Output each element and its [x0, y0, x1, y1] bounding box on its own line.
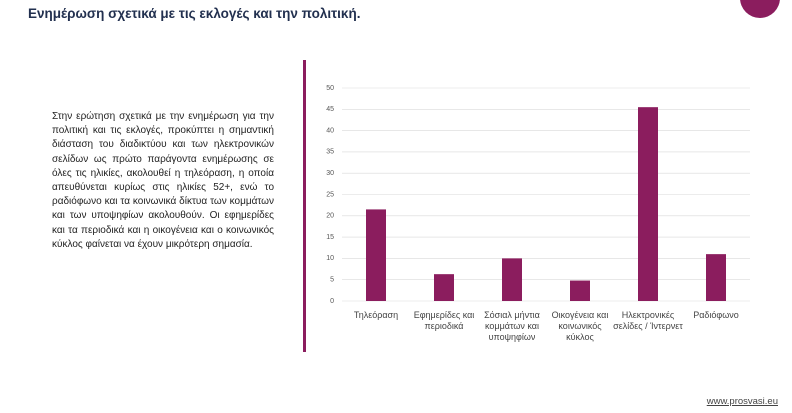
y-tick-label: 20 — [326, 213, 334, 220]
y-tick-label: 50 — [326, 85, 334, 92]
y-tick-label: 0 — [330, 298, 334, 305]
y-tick-label: 40 — [326, 127, 334, 134]
x-tick-label: Ηλεκτρονικές σελίδες / Ίντερνετ — [613, 310, 683, 331]
y-tick-label: 45 — [326, 106, 334, 113]
x-tick-label: Τηλεόραση — [353, 310, 399, 320]
paragraph: Στην ερώτηση σχετικά με την ενημέρωση γι… — [52, 111, 274, 250]
y-tick-label: 15 — [326, 234, 334, 241]
bar — [638, 107, 658, 301]
bar — [366, 209, 386, 301]
x-tick-label: Ραδιόφωνο — [693, 310, 739, 320]
y-tick-label: 5 — [330, 277, 334, 284]
y-tick-label: 35 — [326, 149, 334, 156]
x-tick-label: Οικογένεια και κοινωνικός κύκλος — [551, 310, 609, 342]
divider — [303, 60, 306, 352]
footer-link[interactable]: www.prosvasi.eu — [706, 396, 778, 407]
x-tick-label: Εφημερίδες και περιοδικά — [413, 310, 475, 331]
y-tick-label: 25 — [326, 191, 334, 198]
slide-title: Ενημέρωση σχετικά με τις εκλογές και την… — [28, 6, 361, 21]
bar — [706, 254, 726, 301]
bar — [502, 258, 522, 301]
x-tick-label: Σόσιαλ μήντια κομμάτων και υποψηφίων — [484, 310, 540, 342]
y-tick-label: 10 — [326, 255, 334, 262]
bar — [570, 280, 590, 301]
y-tick-label: 30 — [326, 170, 334, 177]
bar — [434, 274, 454, 301]
logo — [740, 0, 780, 18]
